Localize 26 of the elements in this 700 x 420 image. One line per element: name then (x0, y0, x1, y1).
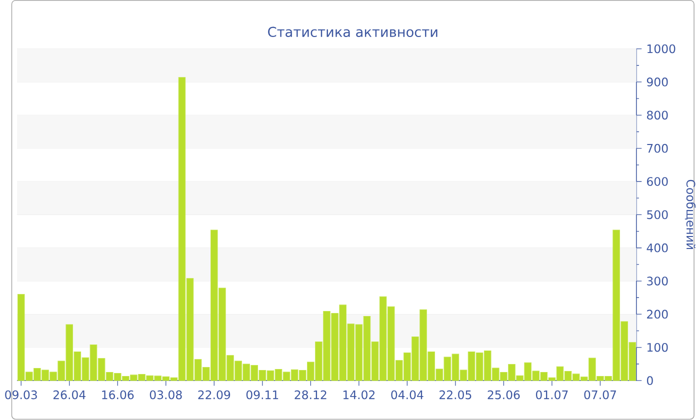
y-tick-label: 0 (646, 376, 653, 386)
x-tick-label: 22.09 (198, 390, 230, 400)
x-tick-label: 01.07 (536, 390, 568, 400)
y-tick-label: 100 (648, 343, 668, 352)
x-tick-label: 03.08 (150, 390, 182, 400)
x-tick-label: 09.03 (5, 390, 37, 400)
x-tick-label: 09.11 (246, 390, 278, 400)
x-tick-label: 25.06 (488, 390, 520, 400)
y-tick-label: 800 (647, 110, 668, 120)
x-tick-label: 22.05 (440, 390, 472, 400)
y-tick-label: 900 (646, 78, 668, 87)
y-tick-label: 700 (647, 144, 668, 153)
y-tick-label: 200 (647, 310, 668, 319)
y-axis-title: Сообщений (684, 180, 696, 250)
x-tick-label: 28.12 (294, 390, 326, 400)
x-tick-label: 16.06 (102, 390, 134, 400)
y-tick-label: 300 (647, 276, 668, 286)
x-tick-label: 26.04 (53, 390, 86, 400)
y-tick-label: 400 (646, 244, 668, 252)
y-tick-label: 1000 (648, 44, 676, 54)
chart-title: Статистика активности (268, 26, 438, 38)
x-tick-label: 04.04 (391, 390, 424, 400)
x-tick-label: 14.02 (343, 390, 375, 400)
y-tick-label: 500 (647, 210, 668, 220)
x-tick-label: 07.07 (584, 390, 616, 400)
y-tick-label: 600 (647, 177, 668, 186)
